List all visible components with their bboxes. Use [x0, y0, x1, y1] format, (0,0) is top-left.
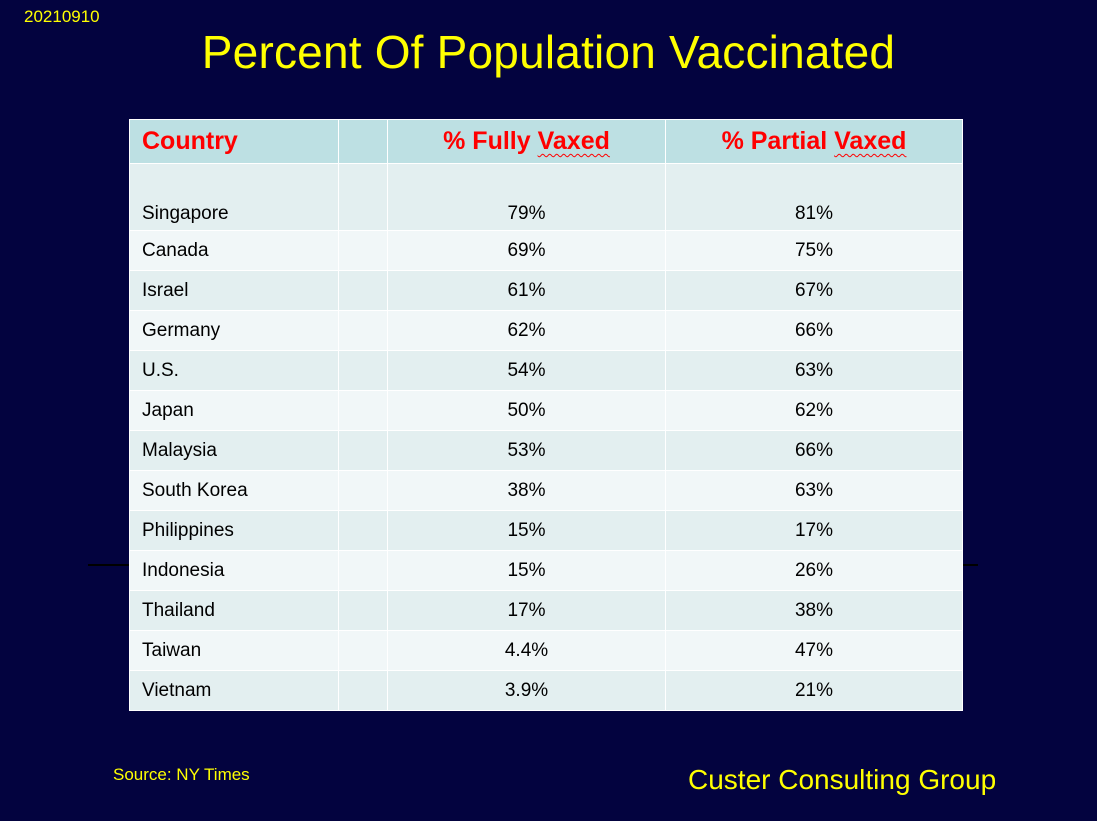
spacer-cell: [338, 470, 388, 511]
spacer-cell: [338, 630, 388, 671]
partial-vaxed-cell: 63%: [665, 350, 963, 391]
spacer-cell: [338, 350, 388, 391]
partial-vaxed-column-header: % Partial Vaxed: [665, 119, 963, 164]
country-cell: Taiwan: [129, 630, 339, 671]
country-cell: Vietnam: [129, 670, 339, 711]
country-cell: Philippines: [129, 510, 339, 551]
table-header-row: Country % Fully Vaxed % Partial Vaxed: [129, 119, 963, 164]
fully-vaxed-column-header: % Fully Vaxed: [387, 119, 666, 164]
fully-vaxed-cell: 38%: [387, 470, 666, 511]
country-cell: Germany: [129, 310, 339, 351]
fully-vaxed-cell: 3.9%: [387, 670, 666, 711]
date-label: 20210910: [24, 7, 100, 26]
partial-vaxed-cell: 38%: [665, 590, 963, 631]
country-cell: Malaysia: [129, 430, 339, 471]
table-row: Philippines 15% 17%: [129, 510, 963, 551]
country-cell: Japan: [129, 390, 339, 431]
partial-vaxed-cell: 81%: [665, 163, 963, 231]
country-cell: Singapore: [129, 163, 339, 231]
spacer-cell: [338, 550, 388, 591]
partial-vaxed-cell: 66%: [665, 430, 963, 471]
country-cell: Thailand: [129, 590, 339, 631]
table-row: Germany 62% 66%: [129, 310, 963, 351]
fully-vaxed-cell: 61%: [387, 270, 666, 311]
table-row: Canada 69% 75%: [129, 230, 963, 271]
table-row: U.S. 54% 63%: [129, 350, 963, 391]
partial-vaxed-cell: 62%: [665, 390, 963, 431]
divider-line-right: [958, 564, 978, 566]
table-row: Thailand 17% 38%: [129, 590, 963, 631]
spacer-cell: [338, 163, 388, 231]
spacer-cell: [338, 270, 388, 311]
table-row: Japan 50% 62%: [129, 390, 963, 431]
country-column-header: Country: [129, 119, 339, 164]
table-row: Taiwan 4.4% 47%: [129, 630, 963, 671]
page-title: Percent Of Population Vaccinated: [201, 26, 896, 78]
partial-vaxed-cell: 63%: [665, 470, 963, 511]
spacer-column-header: [338, 119, 388, 164]
partial-vaxed-cell: 26%: [665, 550, 963, 591]
country-cell: Indonesia: [129, 550, 339, 591]
spacer-cell: [338, 430, 388, 471]
spacer-cell: [338, 230, 388, 271]
divider-line-left: [88, 564, 132, 566]
partial-vaxed-cell: 75%: [665, 230, 963, 271]
fully-vaxed-cell: 69%: [387, 230, 666, 271]
spacer-cell: [338, 390, 388, 431]
fully-vaxed-cell: 53%: [387, 430, 666, 471]
table-row: South Korea 38% 63%: [129, 470, 963, 511]
country-cell: U.S.: [129, 350, 339, 391]
fully-vaxed-cell: 50%: [387, 390, 666, 431]
partial-vaxed-cell: 47%: [665, 630, 963, 671]
table-row: Indonesia 15% 26%: [129, 550, 963, 591]
fully-vaxed-header-word: Vaxed: [537, 127, 610, 155]
fully-vaxed-cell: 15%: [387, 510, 666, 551]
partial-vaxed-cell: 17%: [665, 510, 963, 551]
country-cell: Israel: [129, 270, 339, 311]
fully-vaxed-cell: 15%: [387, 550, 666, 591]
spacer-cell: [338, 670, 388, 711]
brand-footer: Custer Consulting Group: [688, 764, 997, 795]
spacer-cell: [338, 310, 388, 351]
partial-vaxed-cell: 21%: [665, 670, 963, 711]
country-cell: Canada: [129, 230, 339, 271]
partial-vaxed-cell: 66%: [665, 310, 963, 351]
country-cell: South Korea: [129, 470, 339, 511]
fully-vaxed-cell: 17%: [387, 590, 666, 631]
table-row: Vietnam 3.9% 21%: [129, 670, 963, 711]
fully-vaxed-cell: 62%: [387, 310, 666, 351]
source-note: Source: NY Times: [113, 765, 250, 784]
partial-vaxed-header-prefix: % Partial: [721, 127, 835, 155]
fully-vaxed-cell: 4.4%: [387, 630, 666, 671]
spacer-cell: [338, 590, 388, 631]
table-row: Malaysia 53% 66%: [129, 430, 963, 471]
partial-vaxed-cell: 67%: [665, 270, 963, 311]
spacer-cell: [338, 510, 388, 551]
partial-vaxed-header-word: Vaxed: [834, 127, 907, 155]
vaccination-table: Country % Fully Vaxed % Partial Vaxed Si…: [129, 119, 963, 711]
table-row: Singapore 79% 81%: [129, 163, 963, 231]
table-row: Israel 61% 67%: [129, 270, 963, 311]
fully-vaxed-cell: 54%: [387, 350, 666, 391]
fully-vaxed-header-prefix: % Fully: [443, 127, 538, 155]
fully-vaxed-cell: 79%: [387, 163, 666, 231]
